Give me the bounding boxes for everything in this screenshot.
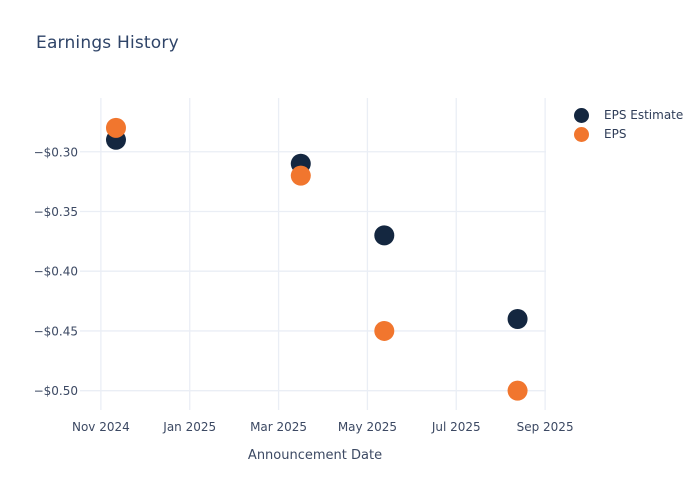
legend-item-eps[interactable]: EPS bbox=[574, 126, 683, 142]
x-tick-label: Jul 2025 bbox=[431, 420, 481, 434]
x-tick-label: May 2025 bbox=[338, 420, 397, 434]
x-axis-title: Announcement Date bbox=[247, 448, 383, 463]
x-tick-label: Mar 2025 bbox=[250, 420, 307, 434]
legend-item-eps-estimate[interactable]: EPS Estimate bbox=[574, 107, 683, 123]
legend-label-eps-estimate: EPS Estimate bbox=[604, 108, 684, 122]
eps-point-2[interactable] bbox=[374, 320, 395, 341]
y-tick-label: −$0.45 bbox=[34, 324, 78, 338]
eps-point-3[interactable] bbox=[507, 380, 528, 401]
y-tick-label: −$0.30 bbox=[34, 145, 78, 159]
eps-estimate-point-2[interactable] bbox=[374, 225, 395, 246]
legend-label-eps: EPS bbox=[604, 127, 627, 141]
x-tick-label: Nov 2024 bbox=[72, 420, 130, 434]
chart-title: Earnings History bbox=[36, 33, 179, 53]
eps-estimate-point-3[interactable] bbox=[507, 308, 528, 329]
x-tick-label: Jan 2025 bbox=[162, 420, 216, 434]
x-tick-label: Sep 2025 bbox=[517, 420, 574, 434]
eps-point-0[interactable] bbox=[105, 117, 126, 138]
eps-legend-marker-icon bbox=[574, 126, 589, 142]
y-tick-label: −$0.40 bbox=[34, 265, 78, 279]
y-tick-label: −$0.50 bbox=[34, 384, 78, 398]
eps-estimate-legend-marker-icon bbox=[574, 107, 589, 123]
eps-point-1[interactable] bbox=[290, 165, 311, 186]
y-tick-label: −$0.35 bbox=[34, 205, 78, 219]
legend: EPS Estimate EPS bbox=[574, 107, 683, 142]
